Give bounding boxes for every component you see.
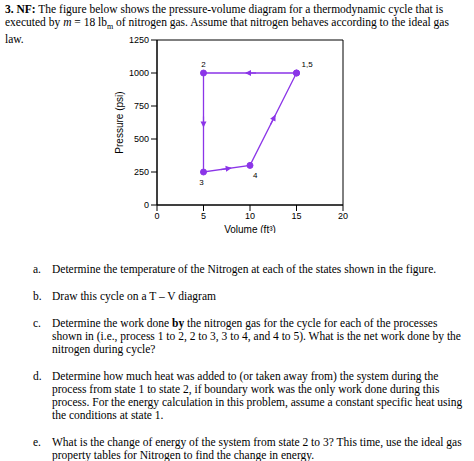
svg-text:Pressure (psi): Pressure (psi) xyxy=(114,91,125,153)
svg-text:500: 500 xyxy=(134,134,149,144)
svg-text:0: 0 xyxy=(154,211,159,221)
svg-text:15: 15 xyxy=(291,211,301,221)
svg-text:4: 4 xyxy=(253,171,258,180)
svg-text:5: 5 xyxy=(201,211,206,221)
svg-text:1250: 1250 xyxy=(129,35,149,45)
svg-text:10: 10 xyxy=(245,211,255,221)
svg-text:1,5: 1,5 xyxy=(302,60,314,69)
svg-text:3: 3 xyxy=(199,178,204,187)
svg-text:250: 250 xyxy=(134,167,149,177)
svg-text:0: 0 xyxy=(144,200,149,210)
svg-text:1000: 1000 xyxy=(129,68,149,78)
svg-text:20: 20 xyxy=(338,211,348,221)
svg-text:Volume (ft³): Volume (ft³) xyxy=(224,224,276,233)
svg-text:750: 750 xyxy=(134,101,149,111)
svg-text:2: 2 xyxy=(201,60,206,69)
